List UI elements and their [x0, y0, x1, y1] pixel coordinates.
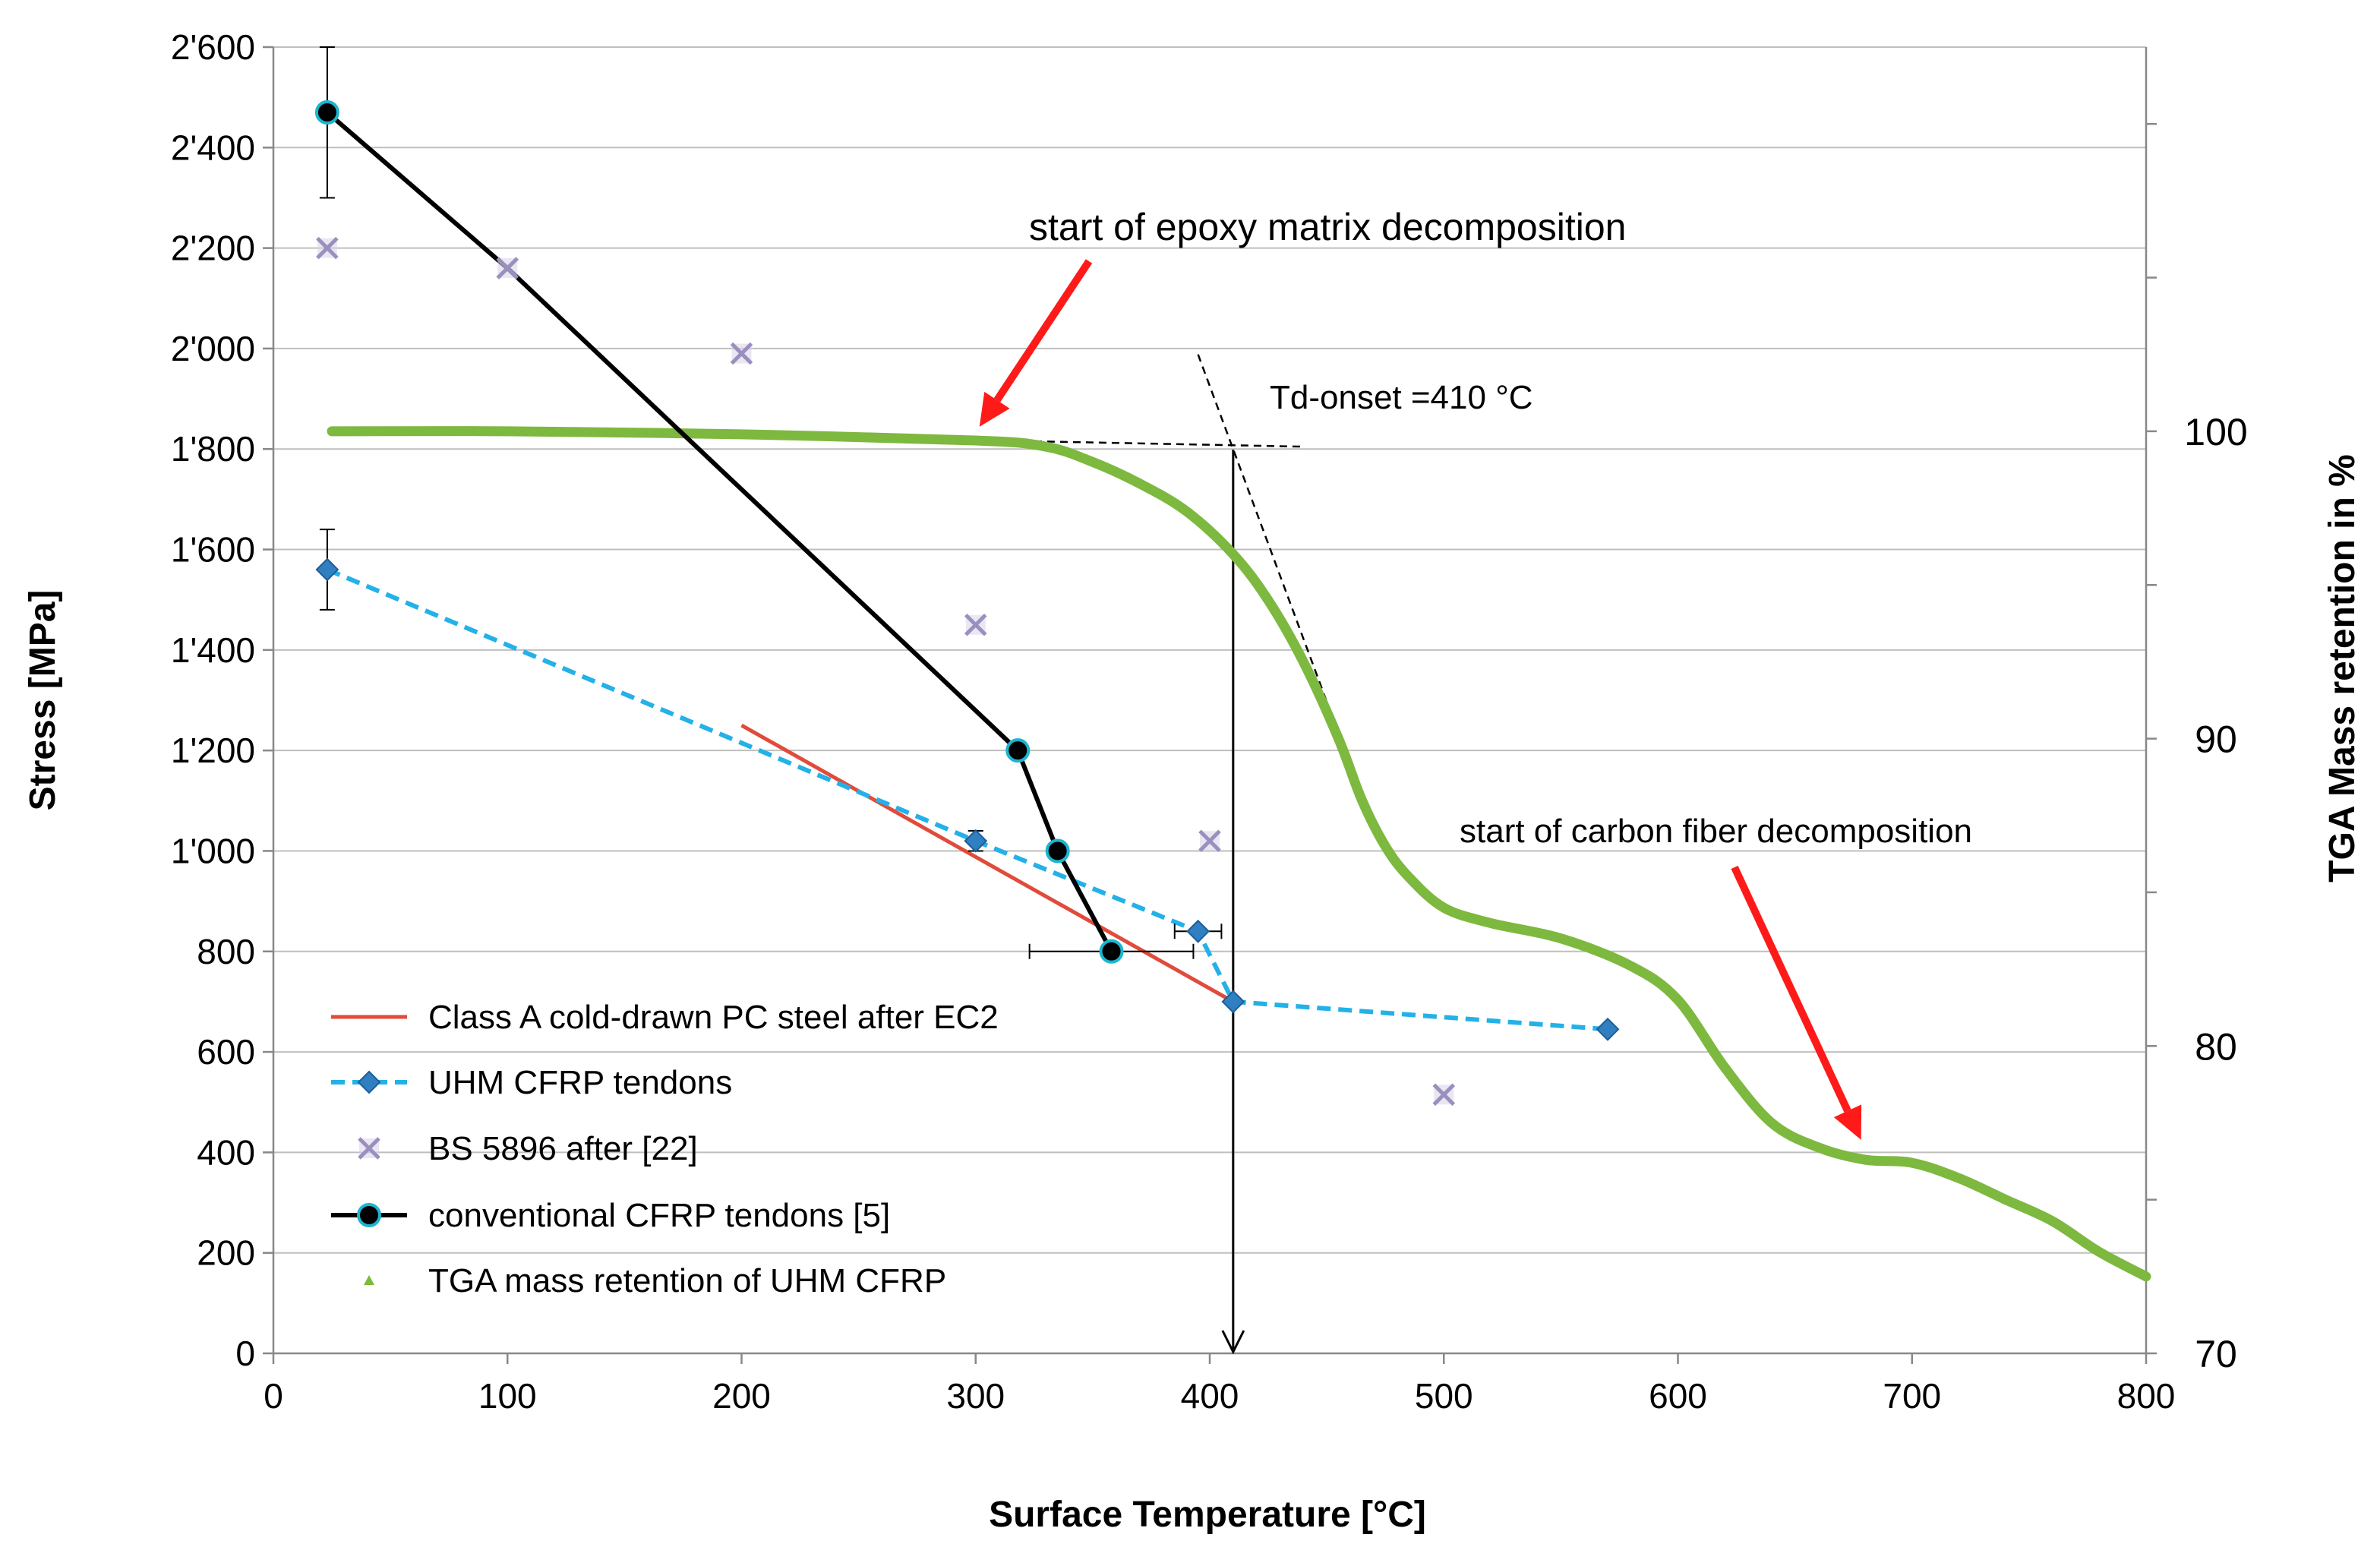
legend-item: Class A cold-drawn PC steel after EC2 — [331, 999, 999, 1036]
x-tick-label: 200 — [712, 1376, 771, 1416]
y2-tick-label: 100 — [2184, 411, 2247, 453]
uhm-cfrp-point — [964, 829, 988, 853]
arrow-shaft — [1731, 865, 1851, 1113]
y-tick-label: 1'400 — [171, 630, 255, 670]
legend-item: TGA mass retention of UHM CFRP — [364, 1262, 946, 1299]
carbon-arrow — [1731, 865, 1862, 1140]
legend-label: conventional CFRP tendons [5] — [428, 1197, 890, 1234]
legend-label: BS 5896 after [22] — [428, 1130, 698, 1167]
legend: Class A cold-drawn PC steel after EC2 UHM… — [331, 999, 999, 1299]
legend-item: UHM CFRP tendons — [331, 1064, 732, 1101]
conventional-cfrp-point — [314, 100, 339, 125]
y-tick-label: 1'000 — [171, 831, 255, 870]
uhm-cfrp-point — [315, 557, 339, 582]
x-marker-stroke — [730, 342, 753, 365]
y2-tick-label: 70 — [2195, 1333, 2237, 1375]
y-tick-label: 2'400 — [171, 128, 255, 167]
td-onset-arrowhead — [1221, 1330, 1245, 1355]
x-marker-stroke — [1432, 1083, 1456, 1107]
bs5896-point — [496, 257, 519, 279]
data-series — [314, 46, 2151, 1282]
y-tick-label: 400 — [197, 1132, 255, 1172]
uhm-cfrp-point — [1596, 1017, 1620, 1041]
x-tick-label: 500 — [1415, 1376, 1473, 1416]
legend-swatch-marker — [358, 1137, 380, 1160]
y-tick-label: 2'200 — [171, 229, 255, 268]
y2-tick-label: 80 — [2195, 1025, 2237, 1068]
arrow-shaft — [993, 259, 1093, 403]
y-tick-label: 2'600 — [171, 27, 255, 67]
epoxy-arrow — [979, 259, 1093, 427]
tangent-line-slope — [1197, 354, 1328, 702]
x-tick-label: 800 — [2117, 1376, 2176, 1416]
steel-line — [740, 723, 1235, 1004]
x-marker-stroke — [964, 614, 987, 636]
x-marker-stroke — [1198, 829, 1221, 852]
conventional-cfrp-point — [1005, 738, 1031, 763]
x-axis-title: Surface Temperature [°C] — [989, 1495, 1426, 1535]
bs5896-point — [730, 342, 753, 365]
legend-swatch-marker — [357, 1070, 381, 1094]
x-marker-stroke — [496, 257, 519, 279]
x-tick-label: 300 — [946, 1376, 1005, 1416]
uhm-cfrp-line — [326, 567, 1608, 1032]
x-tick-label: 400 — [1181, 1376, 1239, 1416]
arrow-head — [979, 391, 1010, 427]
carbon-annotation: start of carbon fiber decomposition — [1460, 813, 1972, 850]
legend-label: TGA mass retention of UHM CFRP — [428, 1262, 946, 1299]
y-tick-label: 0 — [235, 1334, 255, 1373]
conventional-cfrp-point — [1045, 838, 1070, 864]
y-axis-title: Stress [MPa] — [23, 590, 63, 811]
legend-item: conventional CFRP tendons [5] — [331, 1197, 890, 1234]
x-marker-stroke — [316, 236, 339, 260]
td-onset-annotation: Td-onset =410 °C — [1270, 379, 1533, 416]
epoxy-annotation: start of epoxy matrix decomposition — [1029, 206, 1626, 248]
y-tick-label: 2'000 — [171, 329, 255, 368]
legend-swatch-marker — [364, 1275, 374, 1285]
x-marker-stroke — [358, 1137, 380, 1160]
y2-tick-label: 90 — [2195, 718, 2237, 761]
tga-mass-retention-curve — [327, 426, 2151, 1282]
x-tick-label: 700 — [1883, 1376, 1941, 1416]
legend-item: BS 5896 after [22] — [358, 1130, 698, 1167]
axes: 0 100 200 300 400 500 600 700 800 0 200 400 600 800 1'… — [171, 27, 2248, 1416]
bs5896-point — [964, 614, 987, 636]
y-tick-label: 1'600 — [171, 530, 255, 570]
annotations: start of epoxy matrix decomposition star… — [1029, 206, 1972, 850]
conventional-cfrp-line — [325, 110, 1114, 953]
bs5896-point — [1198, 829, 1221, 852]
td-onset-construction — [531, 354, 1328, 1355]
x-tick-label: 100 — [478, 1376, 537, 1416]
legend-swatch-marker — [357, 1203, 381, 1227]
y-tick-label: 1'800 — [171, 429, 255, 469]
y2-axis-title: TGA Mass retention in % — [2322, 454, 2363, 882]
y-tick-label: 600 — [197, 1032, 255, 1072]
x-tick-label: 600 — [1649, 1376, 1707, 1416]
gridlines — [273, 46, 2146, 1254]
arrow-head — [1833, 1104, 1862, 1140]
conventional-cfrp-point — [1099, 939, 1124, 964]
y-tick-label: 200 — [197, 1233, 255, 1273]
uhm-cfrp-point — [1186, 919, 1211, 943]
bs5896-point — [316, 236, 339, 260]
legend-label: Class A cold-drawn PC steel after EC2 — [428, 999, 999, 1036]
legend-label: UHM CFRP tendons — [428, 1064, 732, 1101]
y-tick-label: 1'200 — [171, 731, 255, 770]
uhm-cfrp-point — [1221, 990, 1245, 1014]
y-tick-label: 800 — [197, 932, 255, 971]
x-tick-label: 0 — [264, 1376, 283, 1416]
bs5896-point — [1432, 1083, 1456, 1107]
